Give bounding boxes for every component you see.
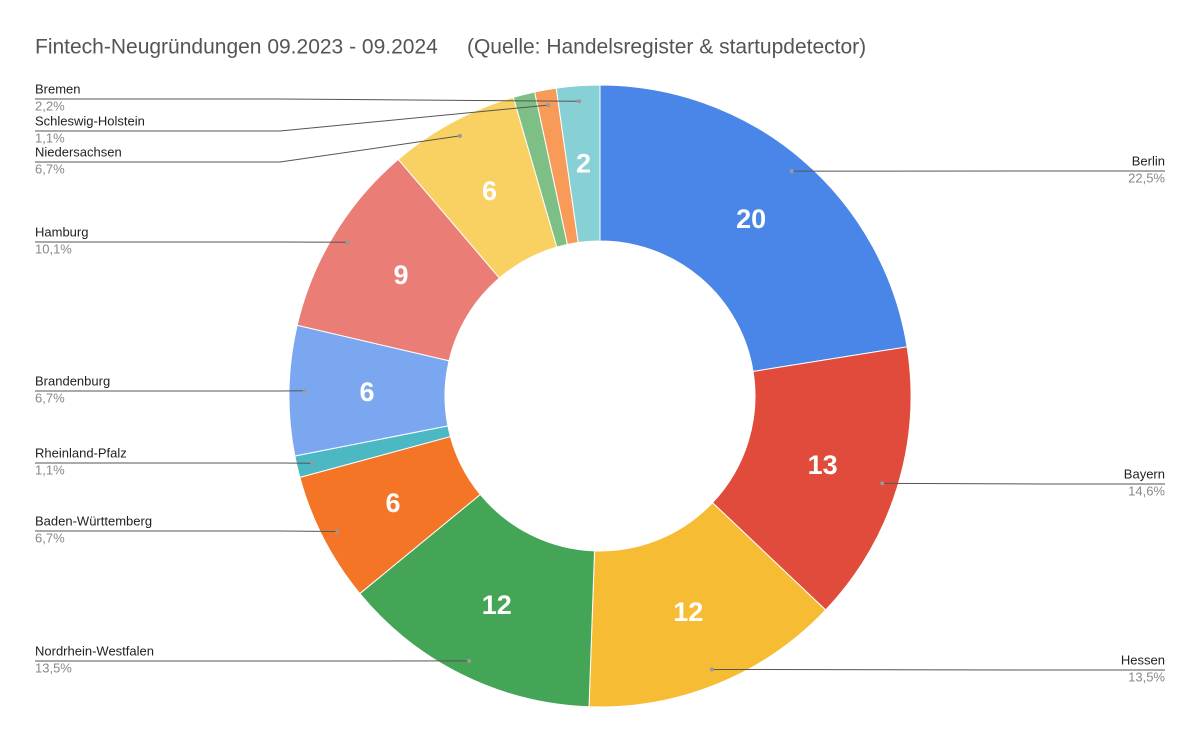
percent-label: 2,2% <box>35 98 65 113</box>
leader-dot <box>335 529 340 534</box>
slice-value-label: 9 <box>393 260 408 290</box>
percent-label: 6,7% <box>35 161 65 176</box>
leader-dot <box>546 103 551 108</box>
slice <box>711 346 912 611</box>
leader-dot <box>577 99 582 104</box>
slice-value-label: 20 <box>736 204 766 234</box>
slice <box>599 84 908 373</box>
percent-label: 14,6% <box>1128 483 1165 498</box>
leader-line <box>711 668 1165 671</box>
leader-dot <box>302 388 307 393</box>
leader-dot <box>310 461 315 466</box>
category-label: Niedersachsen <box>35 144 122 159</box>
leader-line <box>35 104 549 132</box>
percent-label: 13,5% <box>1128 669 1165 684</box>
slice <box>555 84 601 244</box>
leader-dot <box>345 240 350 245</box>
slice-value-label: 2 <box>576 149 591 179</box>
leader-line <box>35 135 460 163</box>
percent-label: 1,1% <box>35 462 65 477</box>
percent-label: 22,5% <box>1128 170 1165 185</box>
percent-label: 10,1% <box>35 241 72 256</box>
category-label: Bayern <box>1124 466 1165 481</box>
slice-value-label: 6 <box>360 377 375 407</box>
category-label: Hessen <box>1121 652 1165 667</box>
category-label: Rheinland-Pfalz <box>35 445 127 460</box>
slice-value-label: 13 <box>808 450 838 480</box>
category-label: Baden-Württemberg <box>35 513 152 528</box>
leader-dot <box>880 481 885 486</box>
category-label: Bremen <box>35 81 81 96</box>
leader-line <box>882 482 1165 485</box>
category-label: Brandenburg <box>35 373 110 388</box>
slice <box>359 493 596 708</box>
leader-line <box>35 530 338 533</box>
percent-label: 1,1% <box>35 130 65 145</box>
category-label: Hamburg <box>35 224 88 239</box>
leader-dot <box>457 133 462 138</box>
percent-label: 6,7% <box>35 530 65 545</box>
leader-dot <box>709 667 714 672</box>
slice-value-label: 12 <box>673 597 703 627</box>
slice <box>588 501 827 708</box>
category-label: Schleswig-Holstein <box>35 113 145 128</box>
slice-value-label: 6 <box>482 176 497 206</box>
category-label: Berlin <box>1132 153 1165 168</box>
chart-title: Fintech-Neugründungen 09.2023 - 09.2024 … <box>35 36 866 59</box>
slice-value-label: 6 <box>385 488 400 518</box>
leader-line <box>35 98 580 102</box>
percent-label: 6,7% <box>35 390 65 405</box>
category-label: Nordrhein-Westfalen <box>35 643 154 658</box>
leader-dot <box>467 658 472 663</box>
leader-dot <box>789 169 794 174</box>
percent-label: 13,5% <box>35 660 72 675</box>
slice-value-label: 12 <box>482 590 512 620</box>
